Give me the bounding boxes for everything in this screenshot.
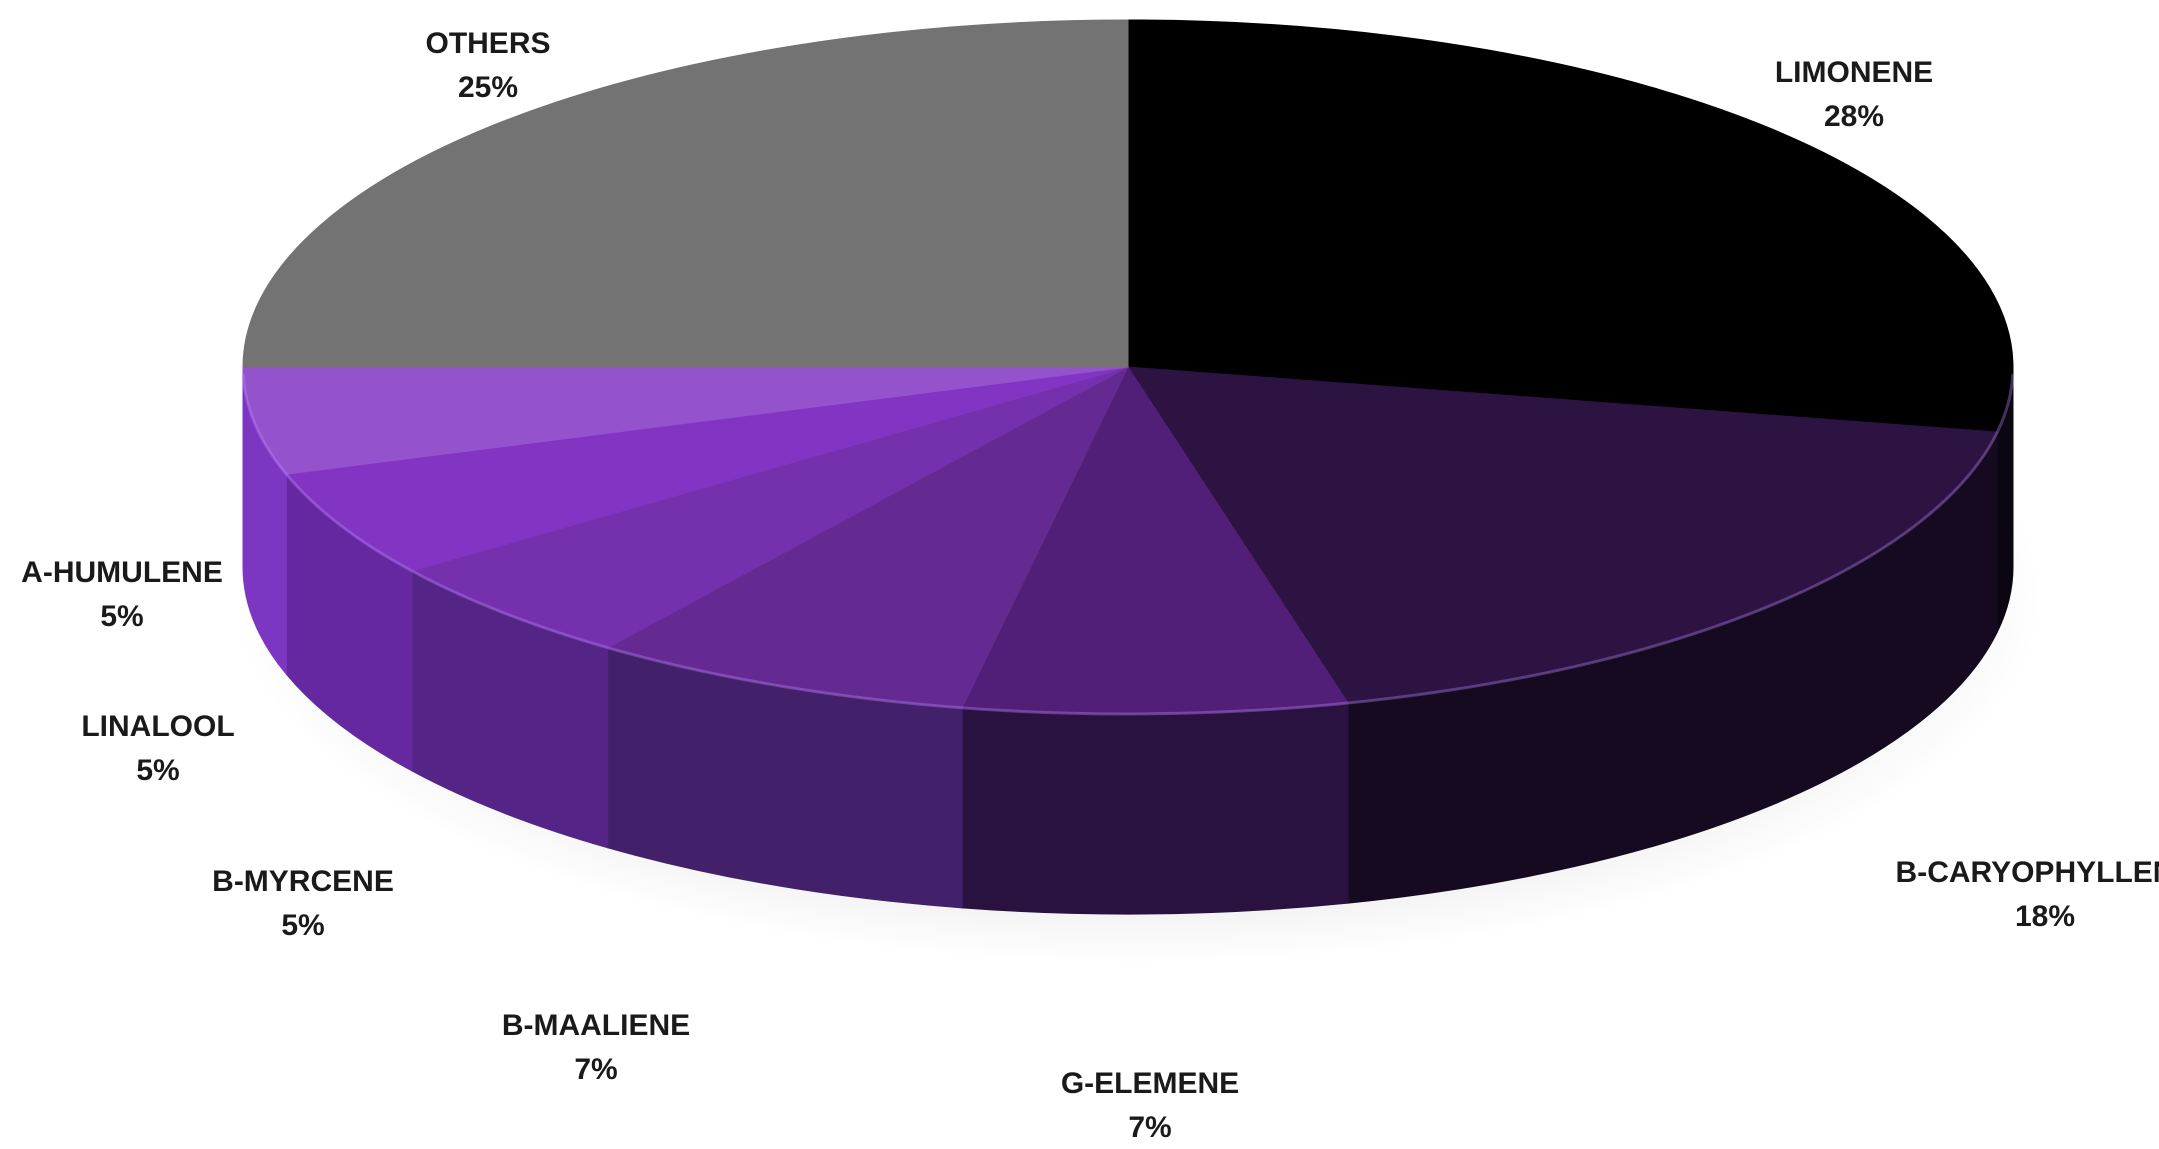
slice-value-g-elemene: 7% (1128, 1111, 1171, 1144)
pie-slice-b-caryophyllene (1127, 366, 1999, 704)
pie-slice-b-myrcene (410, 366, 1129, 649)
slice-value-b-myrcene: 5% (281, 909, 324, 942)
slice-label-b-maaliene: B-MAALIENE (502, 1009, 690, 1042)
slice-label-b-caryophyllene: B-CARYOPHYLLENE (1896, 856, 2159, 889)
pie-slice-b-maaliene (606, 365, 1130, 709)
pie-slice-others (242, 19, 1129, 368)
slice-label-a-humulene: A-HUMULENE (21, 556, 223, 589)
slice-value-linalool: 5% (136, 754, 179, 787)
slice-value-b-maaliene: 7% (574, 1053, 617, 1086)
slice-label-b-myrcene: B-MYRCENE (212, 865, 394, 898)
pie-top (241, 19, 2015, 716)
pie-slice-limonene (1127, 19, 2014, 433)
pie-sides (242, 366, 2014, 915)
pie-slice-linalool (285, 366, 1129, 572)
pie-slice-g-elemene (961, 365, 1349, 715)
pie-side-g-elemene (961, 702, 1349, 915)
slice-value-others: 25% (458, 71, 518, 104)
slice-value-b-caryophyllene: 18% (2015, 900, 2075, 933)
slice-label-others: OTHERS (425, 27, 550, 60)
slice-label-linalool: LINALOOL (81, 710, 234, 743)
slice-value-a-humulene: 5% (100, 600, 143, 633)
slice-label-limonene: LIMONENE (1775, 56, 1933, 89)
slice-value-limonene: 28% (1824, 100, 1884, 133)
pie-rim-highlight (241, 373, 2015, 716)
slice-label-g-elemene: G-ELEMENE (1061, 1067, 1239, 1100)
pie-labels: LIMONENE 28% B-CARYOPHYLLENE 18% G-ELEMENE 7%… (21, 27, 2159, 1144)
pie-slice-a-humulene (242, 366, 1129, 475)
